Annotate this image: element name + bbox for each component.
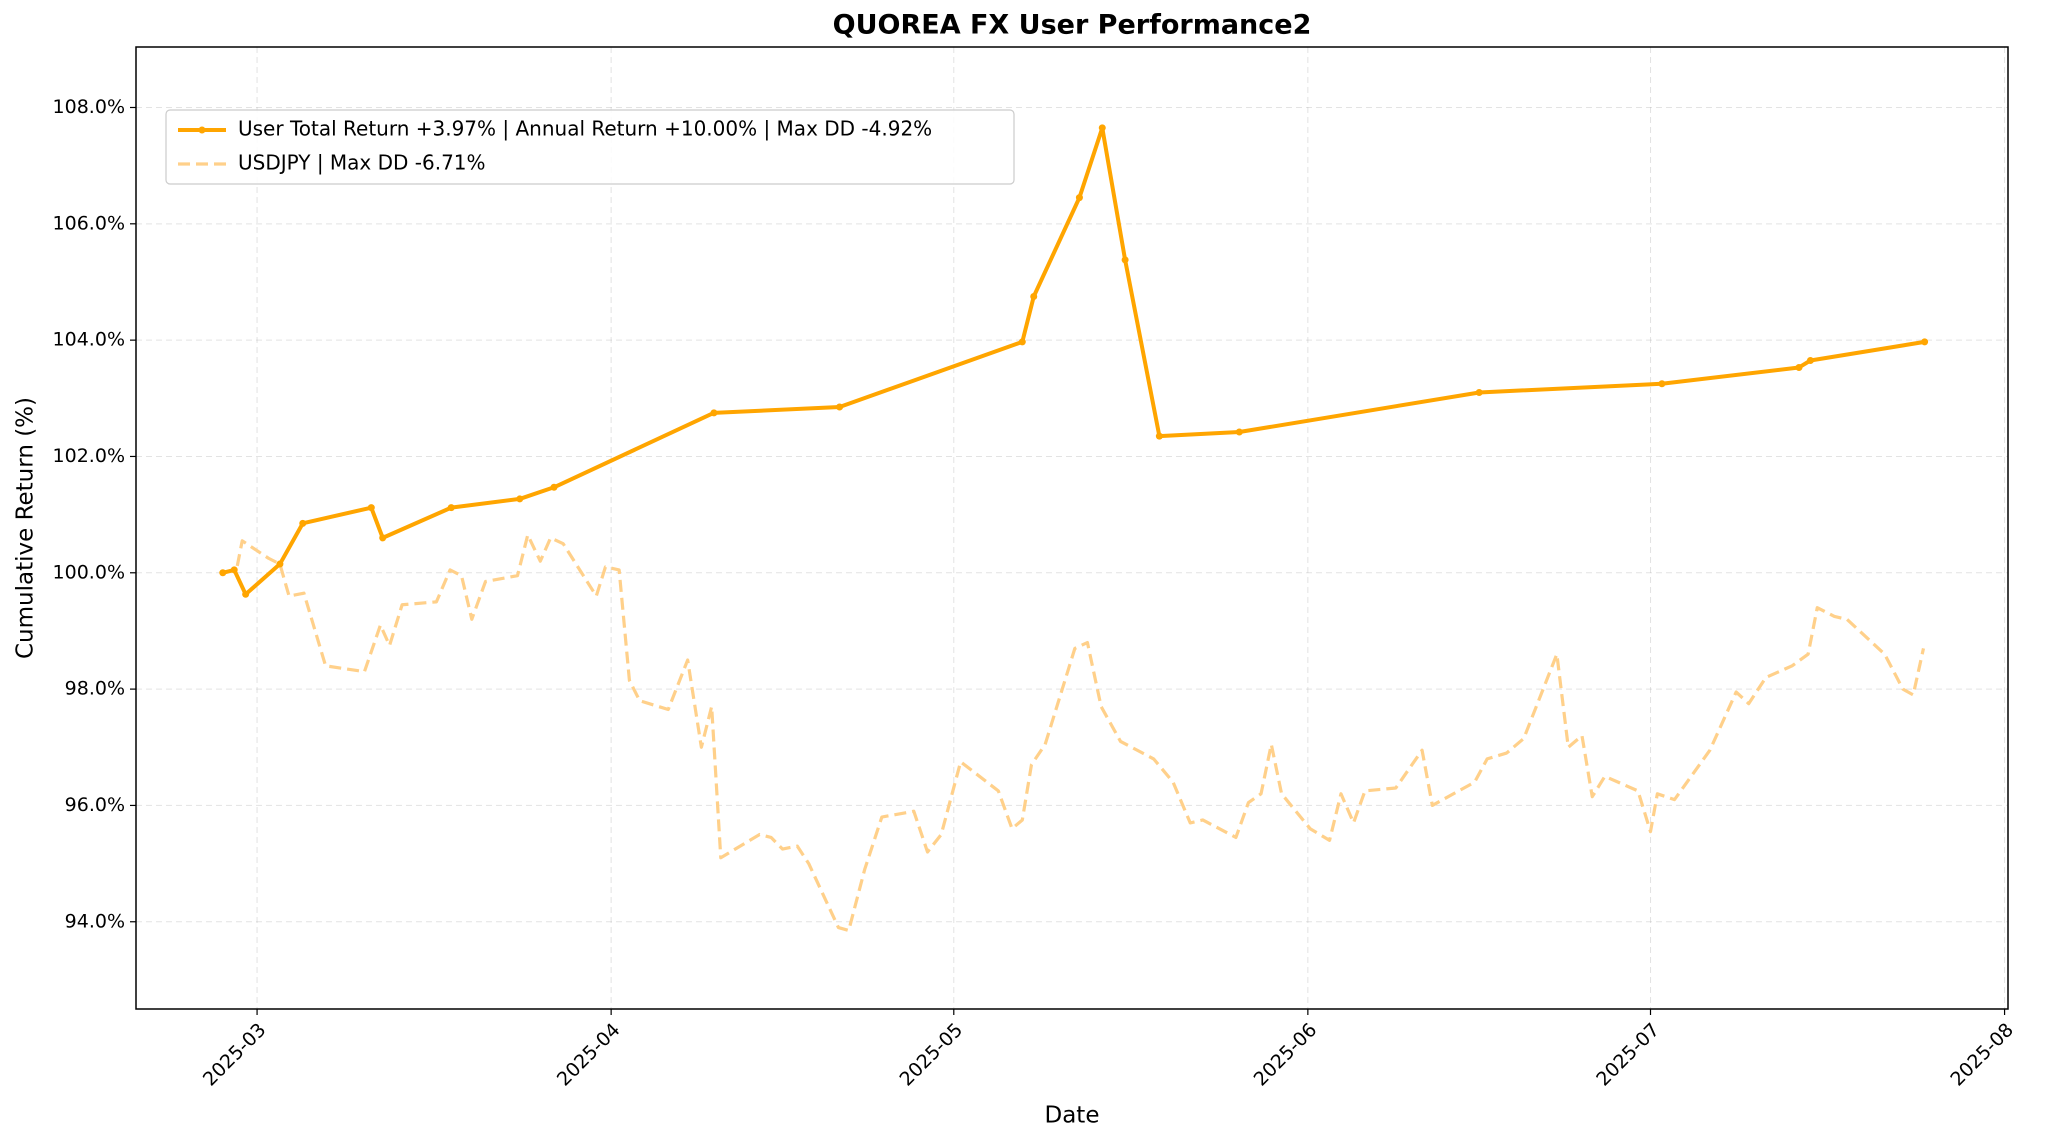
series-line (222, 533, 1926, 933)
data-point (1806, 356, 1814, 364)
y-tick-label: 98.0% (65, 678, 125, 700)
y-tick-label: 104.0% (53, 329, 125, 351)
data-point (379, 534, 387, 542)
data-point (299, 519, 307, 527)
data-point (1155, 432, 1163, 440)
legend-label: USDJPY | Max DD -6.71% (238, 151, 486, 175)
data-point (367, 504, 375, 512)
data-point (1475, 388, 1483, 396)
y-tick-label: 96.0% (65, 794, 125, 816)
legend-marker (198, 126, 206, 134)
legend-label: User Total Return +3.97% | Annual Return… (238, 117, 932, 141)
data-point (447, 504, 455, 512)
y-tick-label: 100.0% (53, 561, 125, 583)
y-tick-label: 102.0% (53, 445, 125, 467)
plot-frame (135, 46, 2009, 1010)
data-point (1235, 428, 1243, 436)
data-point (1075, 194, 1083, 202)
x-axis-label: Date (1045, 1103, 1100, 1129)
y-tick-label: 106.0% (53, 212, 125, 234)
data-point (1795, 363, 1803, 371)
data-point (710, 409, 718, 417)
data-point (219, 569, 227, 577)
y-tick-label: 108.0% (53, 96, 125, 118)
y-axis-label: Cumulative Return (%) (13, 397, 39, 659)
legend-box (165, 109, 1015, 185)
data-point (1030, 293, 1038, 301)
data-point (1658, 380, 1666, 388)
data-point (1921, 338, 1929, 346)
data-point (1121, 256, 1129, 264)
data-point (1018, 338, 1026, 346)
chart-title: QUOREA FX User Performance2 (833, 10, 1312, 41)
data-point (242, 590, 250, 598)
data-point (550, 483, 558, 491)
data-point (276, 560, 284, 568)
data-point (836, 403, 844, 411)
series-line (222, 125, 1925, 597)
data-point (1098, 124, 1106, 132)
data-point (516, 495, 524, 503)
data-point (230, 566, 238, 574)
y-tick-label: 94.0% (65, 910, 125, 932)
